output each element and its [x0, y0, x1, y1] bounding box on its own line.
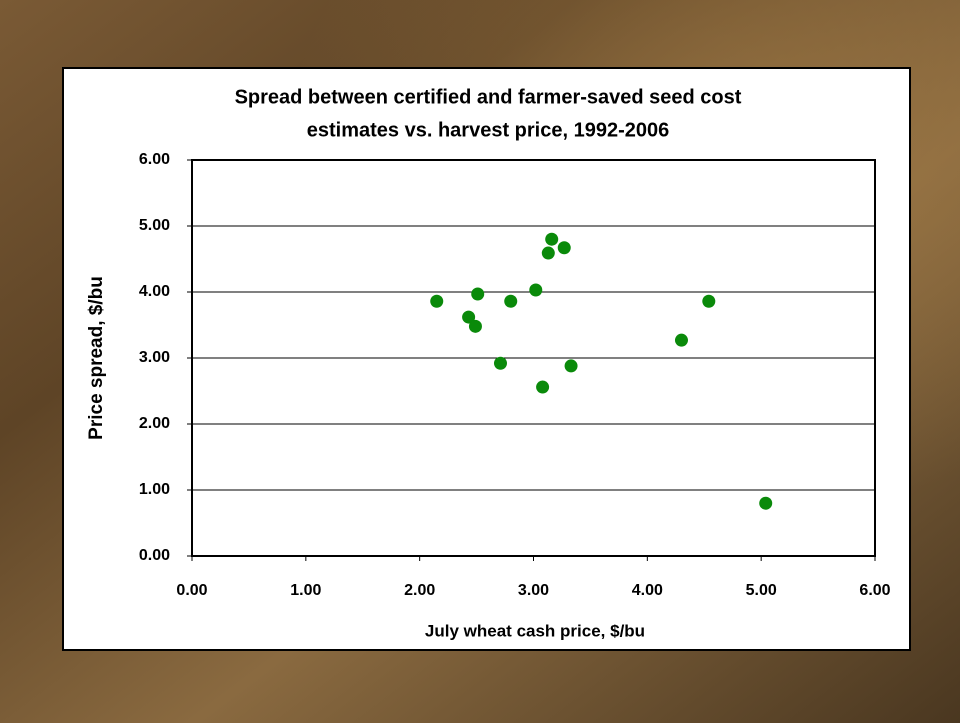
point [702, 294, 716, 308]
point [462, 310, 476, 324]
x-tick-label: 2.00 [404, 582, 435, 599]
x-axis-label: July wheat cash price, $/bu [425, 621, 645, 640]
point [529, 283, 543, 297]
y-axis-label: Price spread, $/bu [86, 276, 107, 440]
point [564, 359, 578, 373]
x-tick-label: 1.00 [290, 582, 321, 599]
chart-title: Spread between certified and farmer-save… [235, 86, 742, 108]
point [493, 356, 507, 370]
point [468, 319, 482, 333]
point [759, 496, 773, 510]
y-tick-label: 1.00 [139, 481, 170, 498]
x-tick-label: 4.00 [632, 582, 663, 599]
point [430, 294, 444, 308]
x-tick-label: 0.00 [176, 582, 207, 599]
chart-area [62, 67, 911, 651]
point [674, 333, 688, 347]
x-tick-label: 3.00 [518, 582, 549, 599]
y-tick-label: 4.00 [139, 283, 170, 300]
plot-border [191, 159, 876, 557]
point [545, 232, 559, 246]
point [504, 294, 518, 308]
y-tick-label: 3.00 [139, 349, 170, 366]
x-tick-label: 5.00 [746, 582, 777, 599]
plot: 0.00 1.00 2.00 3.00 4.00 5.00 6.00 0.00 1.00 2.00… [139, 151, 891, 599]
chart-title: estimates vs. harvest price, 1992-2006 [307, 119, 669, 141]
x-tick-label: 6.00 [859, 582, 890, 599]
y-tick-label: 5.00 [139, 217, 170, 234]
y-tick-label: 0.00 [139, 547, 170, 564]
point [541, 246, 555, 260]
point [471, 287, 485, 301]
point [536, 380, 550, 394]
y-tick-label: 6.00 [139, 151, 170, 168]
y-tick-label: 2.00 [139, 415, 170, 432]
point [557, 241, 571, 255]
